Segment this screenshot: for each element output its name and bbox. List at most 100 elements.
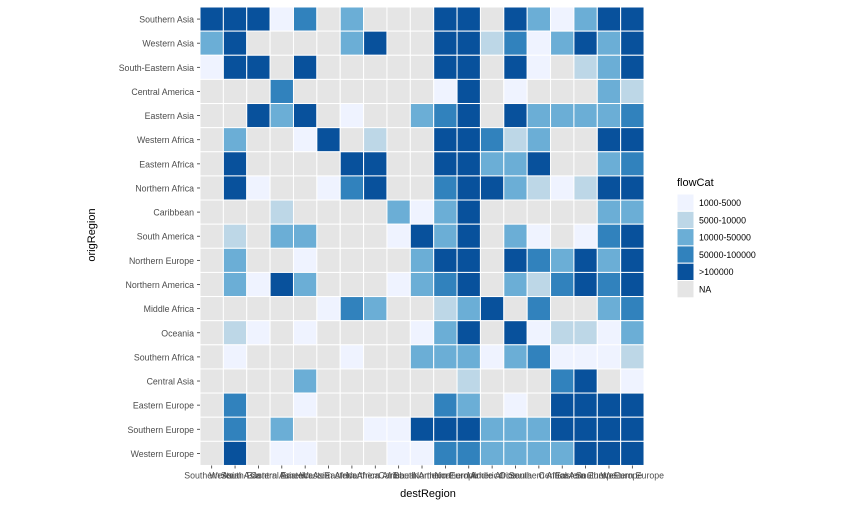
heatmap-cell (386, 199, 411, 225)
heatmap-cell (433, 440, 458, 466)
x-tick-label: Caribbean (378, 470, 419, 480)
heatmap-cell (363, 416, 388, 442)
heatmap-cell (596, 416, 622, 442)
heatmap-cell (433, 6, 458, 32)
y-tick-label: Northern Europe (129, 256, 194, 266)
heatmap-cell (386, 78, 411, 105)
heatmap-cell (456, 151, 481, 177)
heatmap-cell (363, 296, 388, 322)
heatmap-cell (433, 296, 458, 322)
heatmap-cell (409, 320, 435, 346)
heatmap-cell (246, 392, 271, 418)
y-tick-label: Western Asia (142, 39, 194, 49)
y-axis-title: origRegion (86, 208, 98, 261)
heatmap-cell (269, 175, 294, 201)
heatmap-cell (246, 30, 271, 56)
heatmap-cell (433, 127, 458, 153)
heatmap-cell (222, 127, 248, 153)
heatmap-cell (246, 296, 271, 322)
heatmap-cell (339, 223, 365, 249)
heatmap-cell (292, 199, 318, 225)
heatmap-cell (433, 175, 458, 201)
heatmap-cell (526, 416, 552, 442)
heatmap-cell (269, 320, 294, 346)
heatmap-cell (503, 440, 528, 466)
legend-key (676, 262, 695, 282)
y-tick-label: Northern Africa (135, 183, 194, 193)
y-tick-label: Western Africa (137, 135, 194, 145)
heatmap-cell (316, 296, 341, 322)
heatmap-cell (526, 296, 552, 322)
heatmap-cell (573, 344, 598, 370)
y-tick-label: Central America (131, 87, 194, 97)
heatmap-cell (503, 6, 528, 32)
heatmap-cell (292, 296, 318, 322)
heatmap-cell (433, 30, 458, 56)
heatmap-cell (269, 6, 294, 32)
y-tick-label: Oceania (161, 328, 194, 338)
heatmap-cell (339, 296, 365, 322)
heatmap-cell (363, 6, 388, 32)
heatmap-cell (292, 320, 318, 346)
heatmap-cell (246, 344, 271, 370)
heatmap-cell (479, 344, 505, 370)
heatmap-cell (620, 151, 645, 177)
heatmap-cell (409, 440, 435, 466)
heatmap-cell (363, 440, 388, 466)
legend-label: 5000-10000 (699, 215, 746, 225)
heatmap-cell (199, 320, 224, 346)
y-tick-label: Southern Europe (127, 425, 194, 435)
heatmap-cell (269, 247, 294, 273)
heatmap-cell (316, 247, 341, 273)
heatmap-cell (386, 54, 411, 80)
heatmap-cell (292, 151, 318, 177)
y-tick-label: Eastern Europe (133, 401, 194, 411)
heatmap-cell (479, 54, 505, 80)
heatmap-cell (479, 151, 505, 177)
heatmap-cell (222, 6, 248, 32)
heatmap-cell (456, 54, 481, 80)
heatmap-cell (550, 416, 575, 442)
heatmap-cell (246, 78, 271, 105)
heatmap-cell (292, 127, 318, 153)
heatmap-cell (526, 440, 552, 466)
heatmap-cell (456, 6, 481, 32)
heatmap-cell (269, 78, 294, 105)
heatmap-cell (479, 30, 505, 56)
heatmap-cell (316, 127, 341, 153)
heatmap-cell (363, 247, 388, 273)
heatmap-cell (339, 127, 365, 153)
heatmap-cell (339, 54, 365, 80)
heatmap-cell (292, 6, 318, 32)
heatmap-cell (596, 103, 622, 129)
heatmap-cell (620, 440, 645, 466)
heatmap-cell (479, 223, 505, 249)
heatmap-cell (316, 199, 341, 225)
heatmap-cell (573, 296, 598, 322)
heatmap-cell (409, 175, 435, 201)
heatmap-cell (246, 440, 271, 466)
heatmap-cell (596, 199, 622, 225)
heatmap-cell (503, 30, 528, 56)
heatmap-cell (456, 368, 481, 394)
heatmap-cell (456, 175, 481, 201)
y-tick-label: Middle Africa (144, 304, 194, 314)
heatmap-cell (386, 368, 411, 394)
heatmap-cell (479, 127, 505, 153)
x-tick-label: Western Asia (209, 470, 261, 480)
y-axis: Southern Asia Western Asia South-Eastern A… (119, 15, 200, 459)
x-tick-label: Eastern Europe (555, 470, 616, 480)
heatmap-cell (269, 199, 294, 225)
heatmap-cell (269, 271, 294, 298)
heatmap-cell (246, 175, 271, 201)
heatmap-cell (550, 392, 575, 418)
x-tick-label: South America (393, 470, 450, 480)
heatmap-cell (339, 368, 365, 394)
heatmap-cell (386, 416, 411, 442)
heatmap-cell (550, 223, 575, 249)
heatmap-cell (222, 103, 248, 129)
heatmap-cell (503, 127, 528, 153)
x-tick-label: Middle Africa (467, 470, 517, 480)
legend-title: flowCat (677, 177, 714, 189)
